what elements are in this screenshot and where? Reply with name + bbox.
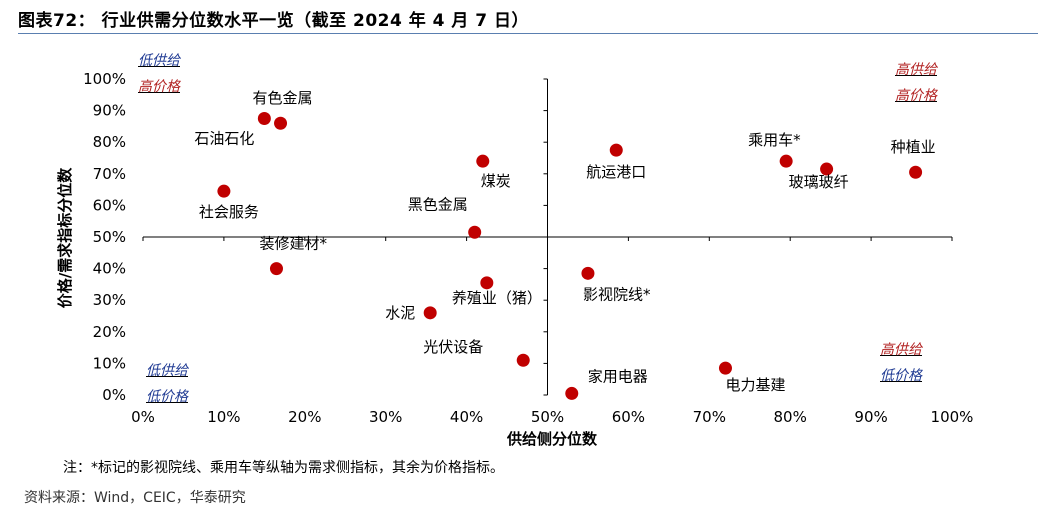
y-tick-label: 10%	[93, 354, 126, 372]
y-tick-label: 90%	[93, 102, 126, 120]
y-axis-label: 价格/需求指标分位数	[56, 167, 74, 308]
quadrant-bl-line2: 低价格	[146, 389, 188, 405]
x-tick-label: 20%	[288, 408, 321, 426]
data-label: 社会服务	[199, 203, 259, 221]
source-line: 资料来源：Wind，CEIC，华泰研究	[24, 490, 246, 506]
data-point	[779, 154, 793, 168]
data-label: 有色金属	[253, 89, 313, 107]
data-point	[609, 143, 623, 157]
x-tick-label: 80%	[774, 408, 807, 426]
quadrant-label-bottom-left: 低供给 低价格	[146, 358, 188, 410]
quadrant-label-top-left: 低供给 高价格	[138, 48, 180, 100]
x-tick-label: 90%	[854, 408, 887, 426]
quadrant-label-bottom-right: 高供给 低价格	[880, 337, 922, 389]
data-point	[718, 361, 732, 375]
quadrant-br-line2: 低价格	[880, 368, 922, 384]
data-label: 家用电器	[588, 367, 648, 385]
data-point	[476, 154, 490, 168]
data-point	[274, 116, 288, 130]
data-point	[423, 306, 437, 320]
y-tick-label: 50%	[93, 228, 126, 246]
data-point	[820, 162, 834, 176]
title-rule	[18, 33, 1038, 34]
x-tick-label: 40%	[450, 408, 483, 426]
data-label: 煤炭	[481, 172, 511, 190]
data-point	[257, 112, 271, 125]
quadrant-label-top-right: 高供给 高价格	[895, 57, 937, 109]
y-tick-label: 40%	[93, 260, 126, 278]
chart-title: 图表72： 行业供需分位数水平一览（截至 2024 年 4 月 7 日）	[18, 11, 530, 31]
data-label: 装修建材*	[259, 235, 327, 253]
footnote: 注：*标记的影视院线、乘用车等纵轴为需求侧指标，其余为价格指标。	[63, 460, 504, 476]
x-tick-label: 10%	[207, 408, 240, 426]
quadrant-bl-line1: 低供给	[146, 363, 188, 379]
x-tick-label: 0%	[131, 408, 155, 426]
y-tick-label: 80%	[93, 133, 126, 151]
data-label: 水泥	[385, 304, 415, 322]
data-point	[516, 353, 530, 367]
y-tick-label: 60%	[93, 196, 126, 214]
x-tick-label: 50%	[531, 408, 564, 426]
data-label: 玻璃玻纤	[789, 173, 849, 191]
data-label: 光伏设备	[423, 338, 483, 356]
quadrant-tl-line2: 高价格	[138, 79, 180, 95]
quadrant-br-line1: 高供给	[880, 342, 922, 358]
y-tick-label: 100%	[83, 70, 126, 88]
data-label: 石油石化	[194, 130, 254, 148]
data-label: 电力基建	[725, 376, 785, 394]
data-label: 航运港口	[586, 163, 646, 181]
y-tick-label: 70%	[93, 165, 126, 183]
x-tick-label: 30%	[369, 408, 402, 426]
x-tick-label: 70%	[693, 408, 726, 426]
data-point	[480, 276, 494, 290]
tick-labels: 0% 10% 20% 30% 40% 50% 60% 70% 80% 90% 100% 0% 10% 20…	[83, 70, 973, 426]
quadrant-tr-line2: 高价格	[895, 88, 937, 104]
data-point	[217, 184, 231, 198]
data-label: 种植业	[891, 138, 936, 156]
data-point	[909, 165, 923, 179]
y-tick-label: 30%	[93, 291, 126, 309]
data-label: 黑色金属	[408, 195, 468, 213]
data-point	[565, 386, 579, 400]
x-tick-label: 60%	[612, 408, 645, 426]
data-label: 养殖业（猪）	[452, 289, 542, 307]
data-point	[581, 266, 595, 280]
y-tick-label: 20%	[93, 323, 126, 341]
data-label: 影视院线*	[583, 285, 651, 303]
data-point	[269, 262, 283, 276]
y-tick-label: 0%	[102, 386, 126, 404]
data-label: 乘用车*	[748, 131, 801, 149]
data-point	[468, 225, 482, 239]
quadrant-tl-line1: 低供给	[138, 53, 180, 69]
quadrant-tr-line1: 高供给	[895, 62, 937, 78]
x-axis-label: 供给侧分位数	[506, 430, 598, 448]
x-tick-label: 100%	[931, 408, 974, 426]
